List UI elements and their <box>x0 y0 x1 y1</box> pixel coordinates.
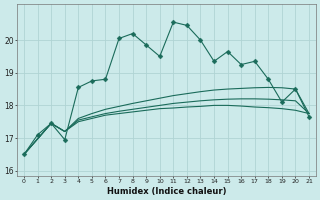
X-axis label: Humidex (Indice chaleur): Humidex (Indice chaleur) <box>107 187 226 196</box>
